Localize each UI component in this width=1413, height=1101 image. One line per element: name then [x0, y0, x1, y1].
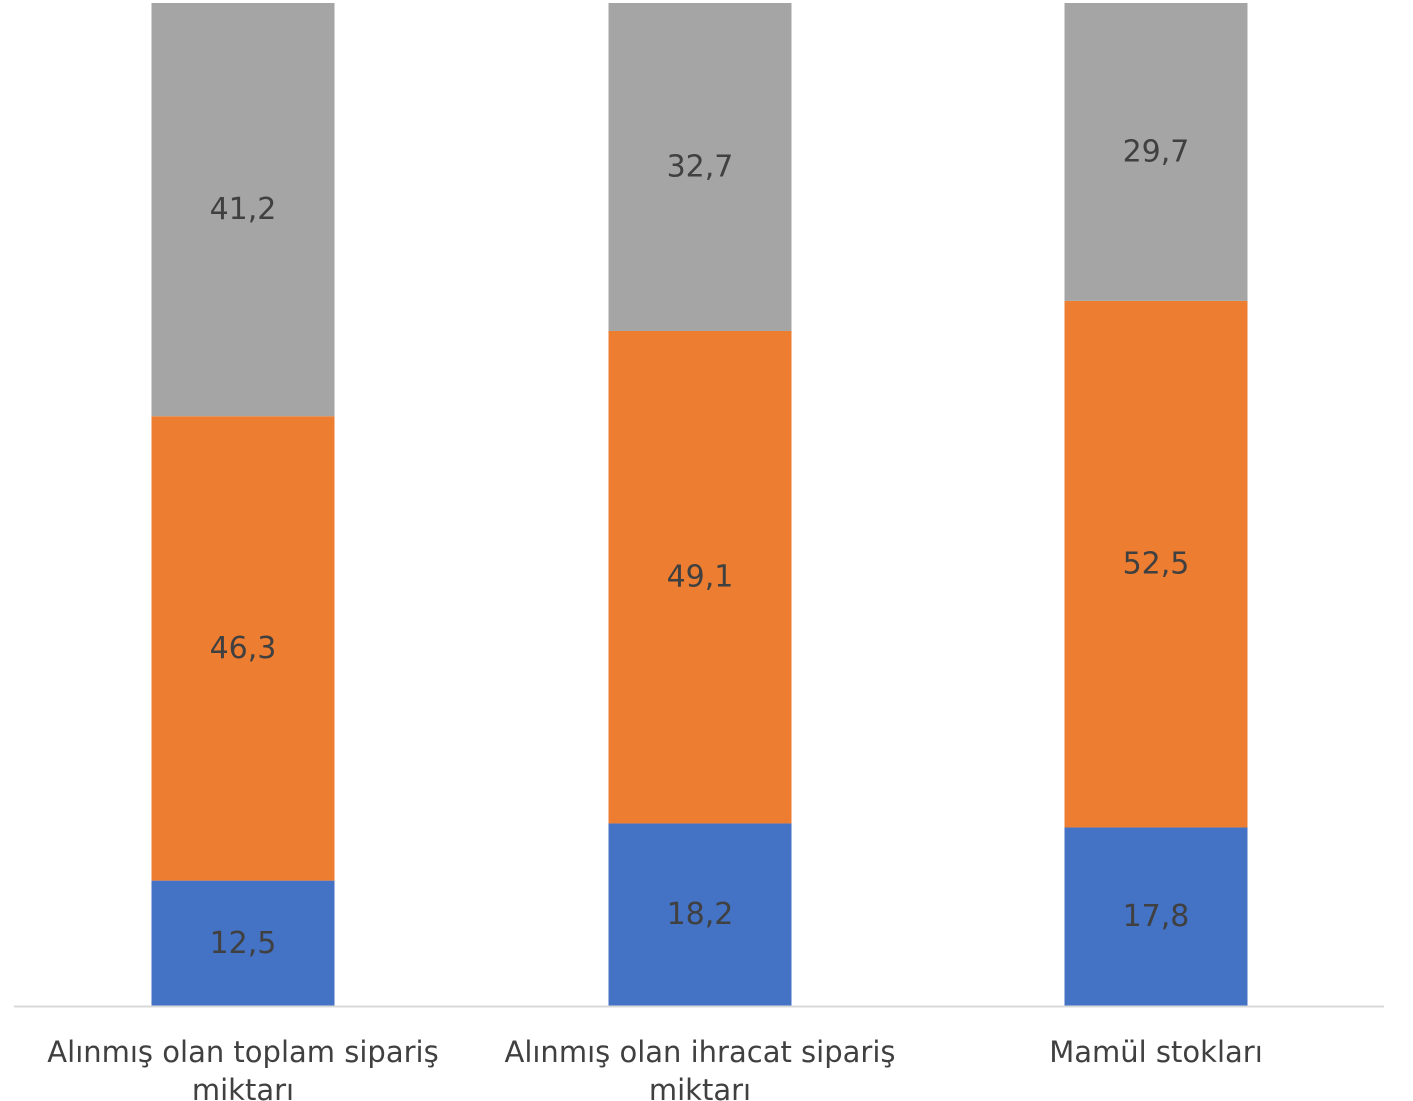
data-label: 18,2 — [667, 897, 734, 932]
bar-segment — [151, 3, 335, 417]
category-labels-group: Alınmış olan toplam sipariş miktarı Alınmı… — [47, 1035, 1262, 1101]
category-label: Mamül stokları — [1049, 1035, 1263, 1069]
data-label: 29,7 — [1123, 134, 1190, 169]
bar-segment — [1064, 300, 1248, 828]
bar-segment — [608, 823, 792, 1006]
data-label: 32,7 — [667, 149, 734, 184]
bar-segment — [608, 330, 792, 824]
bar-segment — [151, 880, 335, 1006]
bars-group — [151, 3, 1248, 1006]
category-label: miktarı — [649, 1073, 751, 1101]
bar-segment — [608, 3, 792, 331]
bar-segment — [1064, 827, 1248, 1006]
bar-segment — [1064, 3, 1248, 301]
data-label: 17,8 — [1123, 899, 1190, 934]
bar-segment — [151, 416, 335, 881]
data-label: 52,5 — [1123, 547, 1190, 582]
category-label: Alınmış olan ihracat sipariş — [504, 1035, 895, 1069]
category-label: Alınmış olan toplam sipariş — [47, 1035, 438, 1069]
data-labels-group: 12,5 46,3 41,2 18,2 49,1 32,7 17,8 52,5 29,7 — [210, 134, 1190, 960]
data-label: 46,3 — [210, 631, 277, 666]
data-label: 49,1 — [667, 560, 734, 595]
category-label: miktarı — [192, 1073, 294, 1101]
data-label: 12,5 — [210, 926, 277, 961]
data-label: 41,2 — [210, 192, 277, 227]
